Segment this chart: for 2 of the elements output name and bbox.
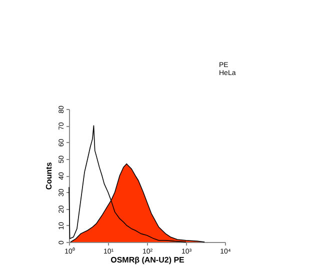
y-axis-title: Counts: [44, 162, 54, 190]
x-axis-title: OSMRβ (AN-U2) PE: [110, 256, 186, 264]
